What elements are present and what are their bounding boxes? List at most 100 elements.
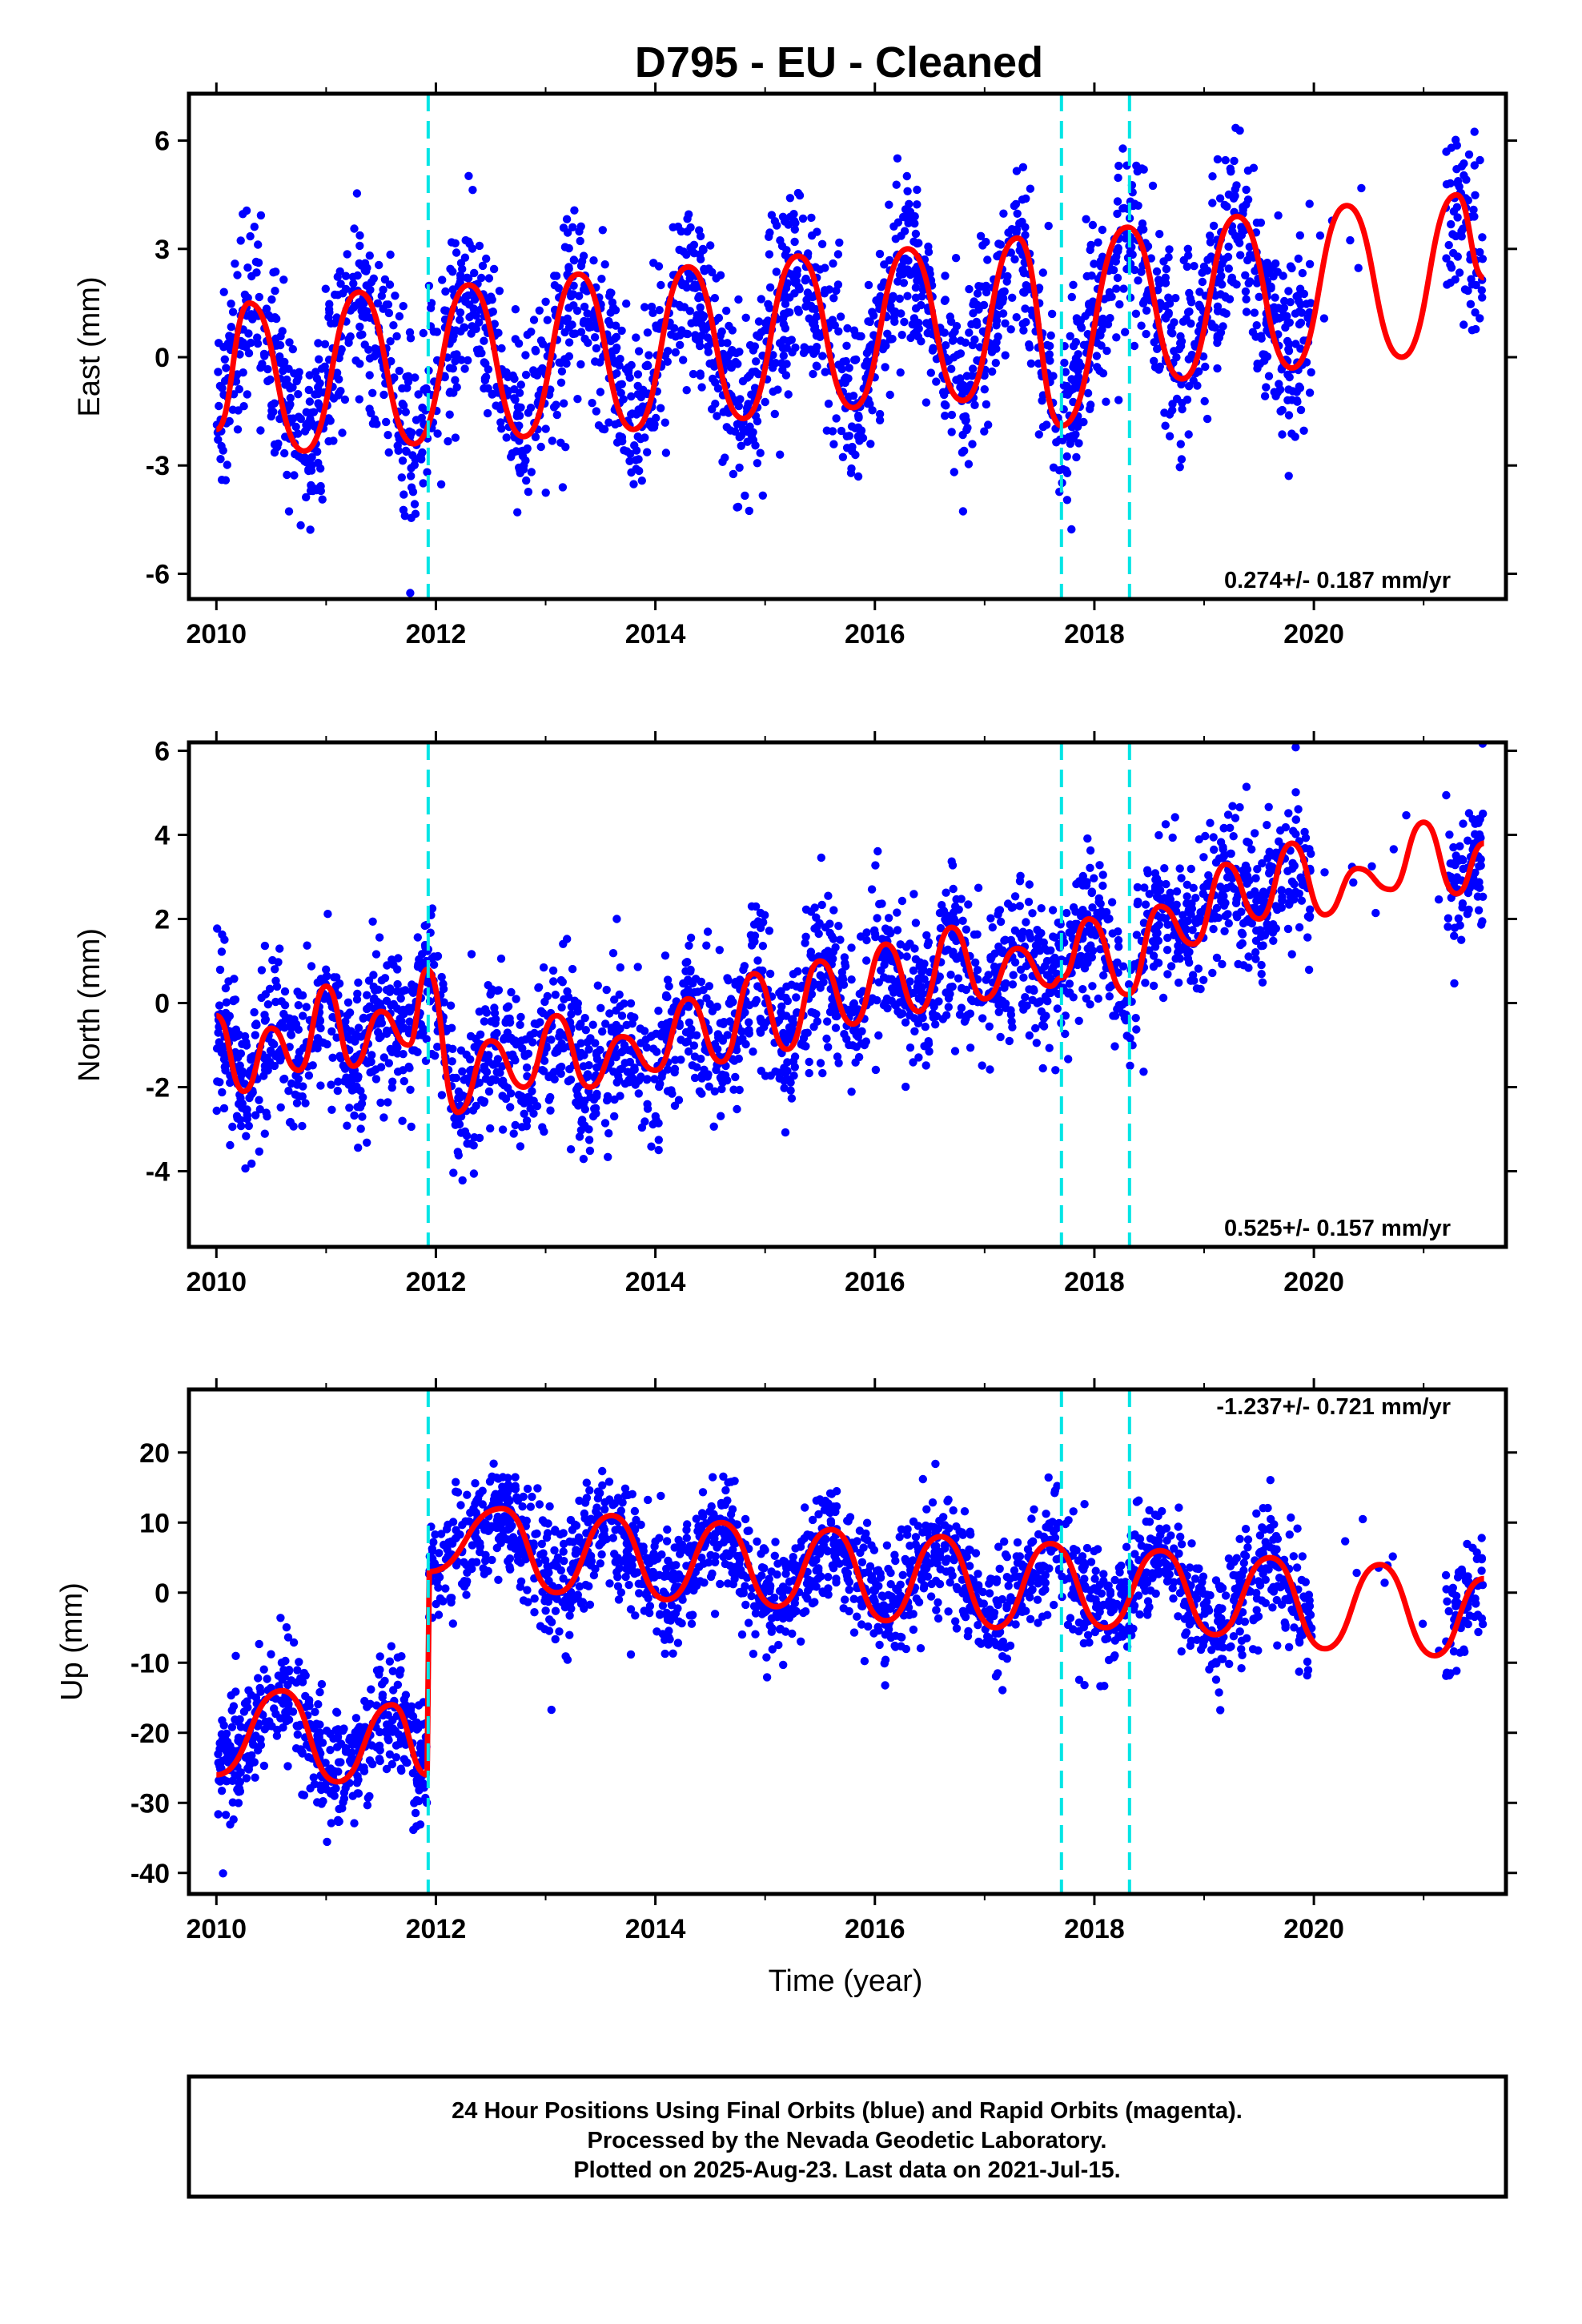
east-data-point (600, 260, 609, 269)
east-data-point (761, 319, 770, 328)
north-data-point (271, 976, 280, 986)
east-data-point (271, 287, 279, 296)
north-data-point (657, 1020, 666, 1030)
north-data-point (905, 977, 914, 986)
north-data-point (1072, 879, 1081, 889)
east-ytick-label: 0 (155, 343, 170, 373)
east-data-point (777, 242, 787, 251)
north-data-point (428, 904, 437, 913)
east-data-point (225, 332, 234, 342)
east-data-point (502, 433, 511, 442)
north-data-point (319, 1038, 328, 1047)
east-data-point (893, 277, 902, 286)
north-data-point (946, 916, 954, 925)
north-data-point (279, 1075, 288, 1084)
east-data-point (832, 414, 841, 423)
north-data-point (870, 926, 879, 935)
north-data-point (294, 1025, 303, 1034)
north-data-point (1252, 926, 1261, 935)
east-data-point (624, 363, 633, 372)
north-data-point (270, 1061, 279, 1071)
east-data-point (1235, 126, 1244, 135)
north-data-point (910, 1027, 919, 1036)
east-data-point (449, 388, 458, 397)
east-data-point (1102, 397, 1110, 406)
east-data-point (216, 455, 225, 464)
north-data-point (286, 1117, 295, 1127)
north-data-point (824, 891, 833, 900)
east-data-point (901, 205, 910, 214)
east-data-point (711, 400, 720, 408)
north-data-point (1301, 834, 1311, 842)
east-data-point (1113, 273, 1122, 283)
east-data-point (1150, 356, 1158, 365)
east-data-point (1155, 230, 1164, 239)
north-data-point (224, 977, 233, 986)
east-data-point (745, 506, 753, 516)
north-data-point (1158, 993, 1168, 1003)
east-data-point (1291, 432, 1299, 441)
east-data-point (713, 384, 723, 393)
east-data-point (320, 340, 330, 348)
north-data-point (1263, 821, 1271, 830)
east-data-point (1021, 223, 1030, 231)
north-data-point (986, 1065, 994, 1074)
north-data-point (725, 1017, 734, 1026)
east-data-point (773, 385, 782, 394)
north-data-point (708, 1007, 717, 1015)
east-xtick-label: 2020 (1283, 619, 1344, 649)
east-data-point (1471, 191, 1480, 199)
north-data-point (703, 1072, 712, 1081)
north-data-point (661, 951, 670, 960)
north-data-point (809, 1023, 818, 1031)
east-data-point (832, 286, 841, 296)
east-data-point (384, 308, 394, 318)
east-data-point (1305, 199, 1314, 208)
north-data-point (1471, 819, 1480, 828)
east-data-point (822, 426, 832, 435)
east-data-point (850, 356, 859, 364)
north-data-point (699, 986, 708, 995)
east-data-point (1019, 268, 1029, 278)
east-data-point (541, 424, 550, 433)
east-data-point (1095, 366, 1104, 376)
east-data-point (779, 352, 788, 360)
east-data-point (1106, 314, 1114, 323)
east-data-point (1476, 247, 1484, 257)
east-data-point (1262, 383, 1271, 392)
north-data-point (1243, 837, 1251, 846)
east-data-point (941, 296, 950, 304)
east-data-point (844, 374, 853, 383)
east-data-point (816, 265, 825, 274)
north-data-point (482, 1008, 492, 1017)
east-data-point (1034, 430, 1044, 439)
east-data-point (914, 239, 923, 247)
north-data-point (1182, 880, 1192, 890)
north-data-point (507, 987, 516, 997)
east-data-point (947, 410, 957, 420)
north-data-point (1006, 1010, 1016, 1019)
east-data-point (1044, 221, 1053, 231)
north-data-point (301, 1099, 310, 1108)
east-data-point (1260, 350, 1269, 359)
north-data-point (882, 994, 892, 1003)
north-data-point (1028, 909, 1037, 918)
east-data-point (795, 191, 805, 200)
east-data-point (597, 275, 606, 283)
north-data-point (761, 1072, 770, 1080)
north-data-point (1206, 818, 1215, 827)
east-data-point (530, 369, 539, 379)
east-data-point (235, 384, 243, 394)
north-data-point (257, 993, 266, 1003)
north-data-point (805, 1068, 813, 1078)
north-data-point (528, 1087, 536, 1096)
east-data-point (648, 308, 657, 317)
east-data-point (838, 452, 848, 461)
north-data-point (555, 1032, 564, 1041)
east-data-point (1113, 209, 1122, 219)
east-data-point (687, 245, 697, 255)
east-data-point (704, 348, 713, 356)
east-data-point (682, 329, 691, 338)
east-data-point (922, 319, 931, 328)
east-data-point (391, 292, 400, 300)
